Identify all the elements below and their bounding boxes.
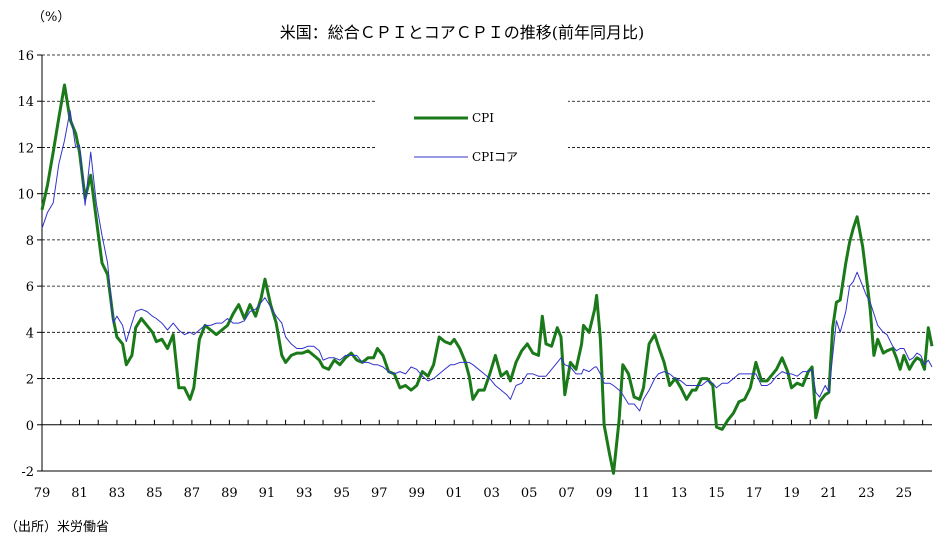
y-axis-ticks: -2 0 2 4 6 8 10 12 14 16 (17, 49, 42, 480)
y-tick-label: 10 (17, 188, 34, 203)
series-line-core-cpi (41, 110, 933, 412)
legend-label: CPIコア (472, 150, 518, 164)
series-line-cpi (40, 83, 934, 475)
source-note: （出所）米労働省 (5, 520, 109, 535)
x-axis-ticks: 79 81 83 85 87 89 91 93 95 97 99 01 03 05 07 09 11 13 15 17… (34, 419, 924, 501)
x-tick-label: 15 (708, 486, 725, 501)
y-axis-unit-label: （%） (32, 10, 70, 25)
x-tick-label: 89 (221, 486, 238, 501)
x-tick-label: 97 (371, 486, 388, 501)
y-tick-label: 6 (26, 280, 34, 295)
x-tick-label: 01 (446, 486, 463, 501)
y-tick-label: 4 (26, 326, 34, 341)
x-tick-label: 05 (521, 486, 538, 501)
y-tick-label: 8 (26, 234, 34, 249)
x-tick-label: 85 (146, 486, 163, 501)
legend: CPI CPIコア (375, 98, 568, 173)
y-tick-label: 12 (17, 141, 34, 156)
series-lines (40, 83, 934, 475)
y-tick-label: 16 (17, 49, 34, 64)
x-tick-label: 25 (896, 486, 913, 501)
x-tick-label: 17 (746, 486, 763, 501)
y-tick-label: 0 (26, 419, 34, 434)
legend-background (375, 98, 568, 173)
chart-title: 米国：総合ＣＰＩとコアＣＰＩの推移(前年同月比) (280, 23, 645, 42)
x-tick-label: 87 (184, 486, 201, 501)
x-tick-label: 07 (558, 486, 575, 501)
x-tick-label: 09 (596, 486, 613, 501)
x-tick-label: 23 (858, 486, 875, 501)
x-tick-label: 11 (633, 486, 650, 501)
x-tick-label: 91 (259, 486, 276, 501)
x-tick-label: 19 (783, 486, 800, 501)
x-tick-label: 93 (296, 486, 313, 501)
y-tick-label: 2 (26, 373, 34, 388)
y-tick-label: -2 (21, 465, 34, 480)
y-tick-label: 14 (17, 95, 34, 110)
x-tick-label: 99 (408, 486, 425, 501)
x-tick-label: 21 (821, 486, 838, 501)
x-tick-label: 03 (483, 486, 500, 501)
legend-label: CPI (472, 111, 494, 125)
x-tick-label: 81 (71, 486, 88, 501)
x-tick-label: 83 (109, 486, 126, 501)
x-tick-label: 13 (671, 486, 688, 501)
x-tick-label: 79 (34, 486, 51, 501)
x-tick-label: 95 (334, 486, 351, 501)
